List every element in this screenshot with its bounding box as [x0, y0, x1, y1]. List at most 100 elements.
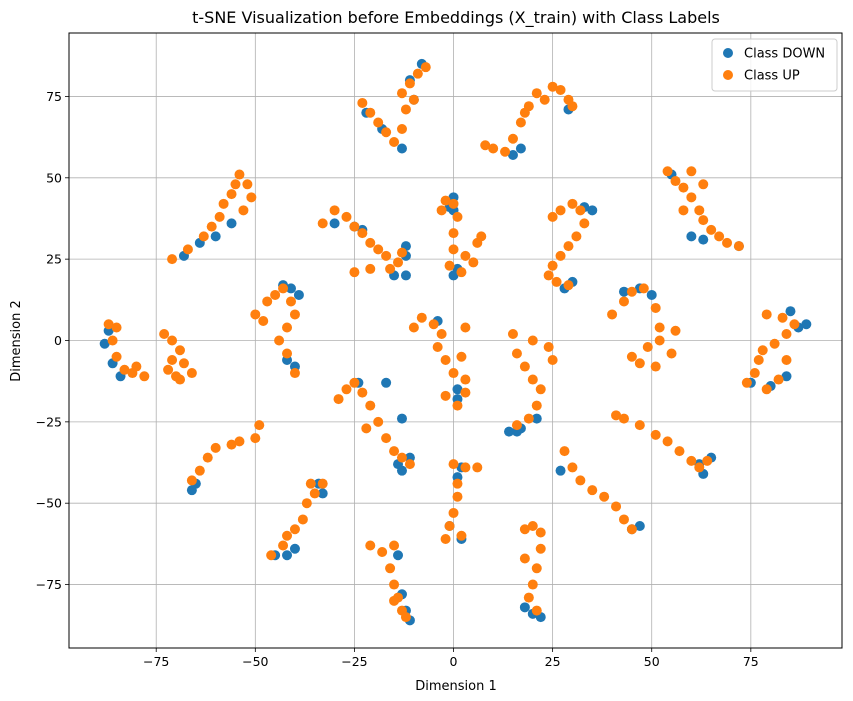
legend-marker	[723, 48, 733, 58]
point-series-2	[452, 211, 463, 222]
point-series-2	[365, 400, 376, 411]
point-series-2	[714, 231, 725, 242]
point-series-1	[634, 520, 645, 531]
point-series-2	[607, 309, 618, 320]
y-tick-label: −25	[36, 414, 62, 429]
point-series-1	[618, 286, 629, 297]
point-series-2	[167, 335, 178, 346]
point-series-2	[626, 351, 637, 362]
point-series-2	[551, 276, 562, 287]
points	[99, 58, 812, 626]
point-series-2	[686, 166, 697, 177]
point-series-2	[333, 394, 344, 405]
point-series-2	[329, 205, 340, 216]
point-series-2	[670, 176, 681, 187]
point-series-2	[171, 371, 182, 382]
point-series-2	[634, 420, 645, 431]
point-series-2	[781, 355, 792, 366]
point-series-2	[317, 218, 328, 229]
point-series-2	[456, 530, 467, 541]
point-series-2	[365, 263, 376, 274]
point-series-2	[547, 211, 558, 222]
point-series-2	[278, 540, 289, 551]
point-series-1	[555, 465, 566, 476]
y-tick-label: 75	[46, 89, 62, 104]
point-series-2	[139, 371, 150, 382]
point-series-2	[242, 179, 253, 190]
point-series-2	[547, 260, 558, 271]
point-series-2	[282, 530, 293, 541]
point-series-2	[373, 117, 384, 128]
point-series-2	[274, 335, 285, 346]
point-series-2	[349, 221, 360, 232]
point-series-2	[396, 452, 407, 463]
y-tick-label: 25	[46, 252, 62, 267]
point-series-1	[282, 550, 293, 561]
point-series-2	[400, 104, 411, 115]
y-tick-label: −50	[36, 496, 62, 511]
point-series-2	[361, 423, 372, 434]
point-series-1	[99, 338, 110, 349]
point-series-2	[555, 84, 566, 95]
x-tick-label: −25	[341, 654, 367, 669]
point-series-2	[448, 507, 459, 518]
point-series-2	[440, 390, 451, 401]
point-series-2	[507, 328, 518, 339]
y-tick-label: 50	[46, 170, 62, 185]
point-series-2	[654, 335, 665, 346]
point-series-2	[448, 228, 459, 239]
point-series-2	[305, 478, 316, 489]
point-series-2	[535, 543, 546, 554]
point-series-2	[167, 355, 178, 366]
point-series-2	[309, 488, 320, 499]
x-axis-label: Dimension 1	[415, 679, 497, 694]
point-series-2	[662, 436, 673, 447]
point-series-2	[234, 169, 245, 180]
point-series-2	[194, 465, 205, 476]
point-series-2	[448, 244, 459, 255]
point-series-2	[159, 328, 170, 339]
point-series-1	[210, 231, 221, 242]
point-series-2	[507, 133, 518, 144]
ticks: −75 −50 −25 0 25 50 75 −75 −50 −25 0 25 50 75	[36, 89, 759, 669]
point-series-2	[206, 221, 217, 232]
point-series-2	[373, 244, 384, 255]
point-series-2	[531, 605, 542, 616]
point-series-1	[686, 231, 697, 242]
point-series-2	[773, 374, 784, 385]
point-series-2	[674, 446, 685, 457]
x-tick-label: 25	[545, 654, 561, 669]
point-series-2	[527, 579, 538, 590]
point-series-2	[234, 436, 245, 447]
point-series-2	[650, 302, 661, 313]
point-series-2	[254, 420, 265, 431]
point-series-1	[400, 270, 411, 281]
point-series-2	[611, 501, 622, 512]
point-series-2	[789, 319, 800, 330]
x-tick-label: −75	[143, 654, 169, 669]
point-series-2	[567, 198, 578, 209]
point-series-2	[519, 553, 530, 564]
point-series-2	[523, 592, 534, 603]
point-series-2	[289, 368, 300, 379]
point-series-2	[412, 68, 423, 79]
point-series-2	[460, 322, 471, 333]
point-series-1	[396, 143, 407, 154]
point-series-1	[381, 377, 392, 388]
point-series-2	[381, 127, 392, 138]
point-series-2	[389, 579, 400, 590]
point-series-2	[238, 205, 249, 216]
point-series-2	[385, 563, 396, 574]
point-series-2	[452, 491, 463, 502]
point-series-2	[706, 224, 717, 235]
point-series-2	[285, 296, 296, 307]
point-series-2	[722, 237, 733, 248]
point-series-2	[571, 231, 582, 242]
point-series-1	[519, 602, 530, 613]
point-series-2	[460, 387, 471, 398]
point-series-2	[349, 377, 360, 388]
point-series-2	[210, 442, 221, 453]
point-series-2	[527, 374, 538, 385]
point-series-2	[642, 342, 653, 353]
point-series-1	[785, 306, 796, 317]
